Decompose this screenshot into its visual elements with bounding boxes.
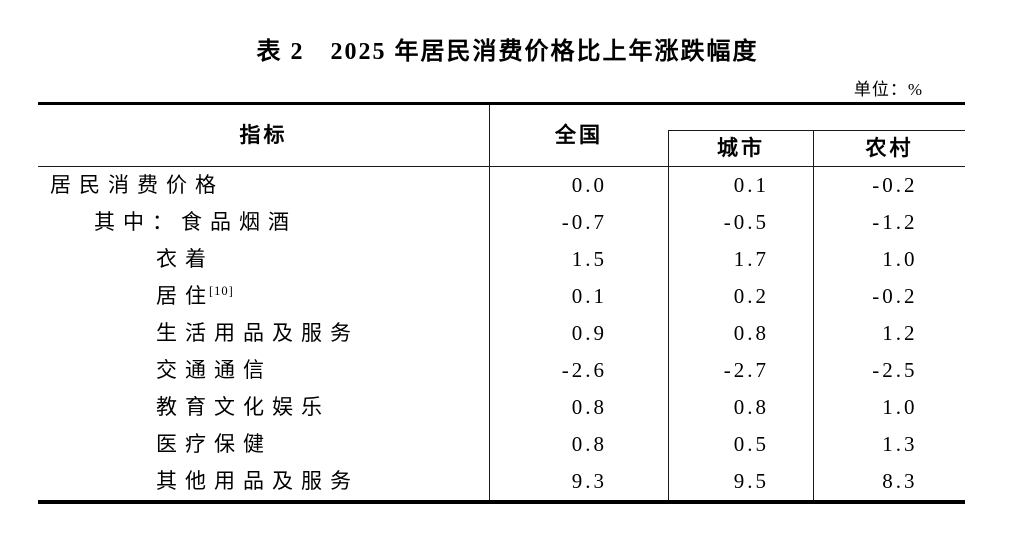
cell-indicator: 居住[10] — [38, 278, 490, 315]
cell-urban: 0.5 — [668, 426, 813, 463]
value-text: -0.5 — [723, 210, 769, 234]
cell-indicator: 居民消费价格 — [38, 167, 490, 204]
cell-national: -2.6 — [490, 352, 668, 389]
cell-rural: 1.2 — [813, 315, 965, 352]
value-text: 1.0 — [882, 395, 918, 419]
value-text: 1.5 — [571, 247, 607, 271]
cell-indicator: 教育文化娱乐 — [38, 389, 490, 426]
unit-label: 单位：% — [853, 80, 923, 99]
footnote-ref: [10] — [209, 284, 234, 298]
value-text: 0.5 — [733, 432, 769, 456]
cell-urban: -2.7 — [668, 352, 813, 389]
indicator-text: 居住 — [156, 284, 214, 308]
value-text: 8.3 — [882, 469, 918, 493]
cpi-table: 指标 全国 城市 农村 居民消费价格 0.0 0.1 -0.2 其中：食品烟酒 … — [38, 102, 965, 504]
cell-urban: 9.5 — [668, 463, 813, 500]
cell-indicator: 交通通信 — [38, 352, 490, 389]
table-header: 指标 全国 城市 农村 — [38, 105, 965, 167]
indicator-text: 交通通信 — [156, 358, 272, 382]
cell-national: 0.1 — [490, 278, 668, 315]
cell-urban: -0.5 — [668, 204, 813, 241]
value-text: 0.8 — [571, 432, 607, 456]
indicator-text: 其他用品及服务 — [156, 469, 359, 493]
cell-urban: 0.1 — [668, 167, 813, 204]
cell-national: 1.5 — [490, 241, 668, 278]
cell-national: 0.9 — [490, 315, 668, 352]
indicator-text: 教育文化娱乐 — [156, 395, 330, 419]
cell-rural: -0.2 — [813, 278, 965, 315]
table-row: 医疗保健 0.8 0.5 1.3 — [38, 426, 965, 463]
value-text: 0.8 — [571, 395, 607, 419]
value-text: 0.8 — [733, 321, 769, 345]
value-text: 1.2 — [882, 321, 918, 345]
table-row: 居住[10] 0.1 0.2 -0.2 — [38, 278, 965, 315]
value-text: 1.3 — [882, 432, 918, 456]
value-text: 0.1 — [571, 284, 607, 308]
cell-rural: -1.2 — [813, 204, 965, 241]
table-row: 其中：食品烟酒 -0.7 -0.5 -1.2 — [38, 204, 965, 241]
cell-rural: 1.0 — [813, 389, 965, 426]
cell-national: 0.8 — [490, 389, 668, 426]
value-text: 1.0 — [882, 247, 918, 271]
cell-urban: 0.8 — [668, 315, 813, 352]
cell-national: 0.8 — [490, 426, 668, 463]
value-text: -0.2 — [872, 284, 918, 308]
value-text: 0.0 — [571, 173, 607, 197]
value-text: 0.9 — [571, 321, 607, 345]
table-row: 居民消费价格 0.0 0.1 -0.2 — [38, 167, 965, 204]
cell-indicator: 其中：食品烟酒 — [38, 204, 490, 241]
cell-national: -0.7 — [490, 204, 668, 241]
cell-rural: 1.3 — [813, 426, 965, 463]
cell-indicator: 生活用品及服务 — [38, 315, 490, 352]
value-text: 9.3 — [571, 469, 607, 493]
table-row: 衣着 1.5 1.7 1.0 — [38, 241, 965, 278]
value-text: -1.2 — [872, 210, 918, 234]
header-rural: 农村 — [813, 131, 965, 167]
value-text: -2.7 — [723, 358, 769, 382]
cell-urban: 0.2 — [668, 278, 813, 315]
table-title: 表 2 2025 年居民消费价格比上年涨跌幅度 — [256, 39, 759, 65]
cell-indicator: 衣着 — [38, 241, 490, 278]
cell-indicator: 其他用品及服务 — [38, 463, 490, 500]
value-text: -0.7 — [561, 210, 607, 234]
indicator-text: 衣着 — [156, 247, 214, 271]
value-text: 0.1 — [733, 173, 769, 197]
value-text: -0.2 — [872, 173, 918, 197]
header-national: 全国 — [555, 123, 603, 147]
cell-rural: -0.2 — [813, 167, 965, 204]
indicator-text: 居民消费价格 — [50, 173, 224, 197]
cell-indicator: 医疗保健 — [38, 426, 490, 463]
header-urban: 城市 — [668, 131, 813, 167]
cell-rural: 8.3 — [813, 463, 965, 500]
value-text: 0.8 — [733, 395, 769, 419]
table-row: 生活用品及服务 0.9 0.8 1.2 — [38, 315, 965, 352]
table-row: 其他用品及服务 9.3 9.5 8.3 — [38, 463, 965, 500]
value-text: 0.2 — [733, 284, 769, 308]
header-subgroup: 城市 农村 — [668, 130, 965, 167]
indicator-text: 生活用品及服务 — [156, 321, 359, 345]
indicator-text: 其中：食品烟酒 — [94, 210, 297, 234]
table-body: 居民消费价格 0.0 0.1 -0.2 其中：食品烟酒 -0.7 -0.5 -1… — [38, 167, 965, 500]
table-row: 教育文化娱乐 0.8 0.8 1.0 — [38, 389, 965, 426]
indicator-text: 医疗保健 — [156, 432, 272, 456]
cell-rural: 1.0 — [813, 241, 965, 278]
value-text: 9.5 — [733, 469, 769, 493]
cell-national: 9.3 — [490, 463, 668, 500]
cell-urban: 1.7 — [668, 241, 813, 278]
table-row: 交通通信 -2.6 -2.7 -2.5 — [38, 352, 965, 389]
value-text: -2.6 — [561, 358, 607, 382]
cell-rural: -2.5 — [813, 352, 965, 389]
value-text: -2.5 — [872, 358, 918, 382]
value-text: 1.7 — [733, 247, 769, 271]
cell-national: 0.0 — [490, 167, 668, 204]
cell-urban: 0.8 — [668, 389, 813, 426]
header-indicator: 指标 — [38, 105, 490, 166]
